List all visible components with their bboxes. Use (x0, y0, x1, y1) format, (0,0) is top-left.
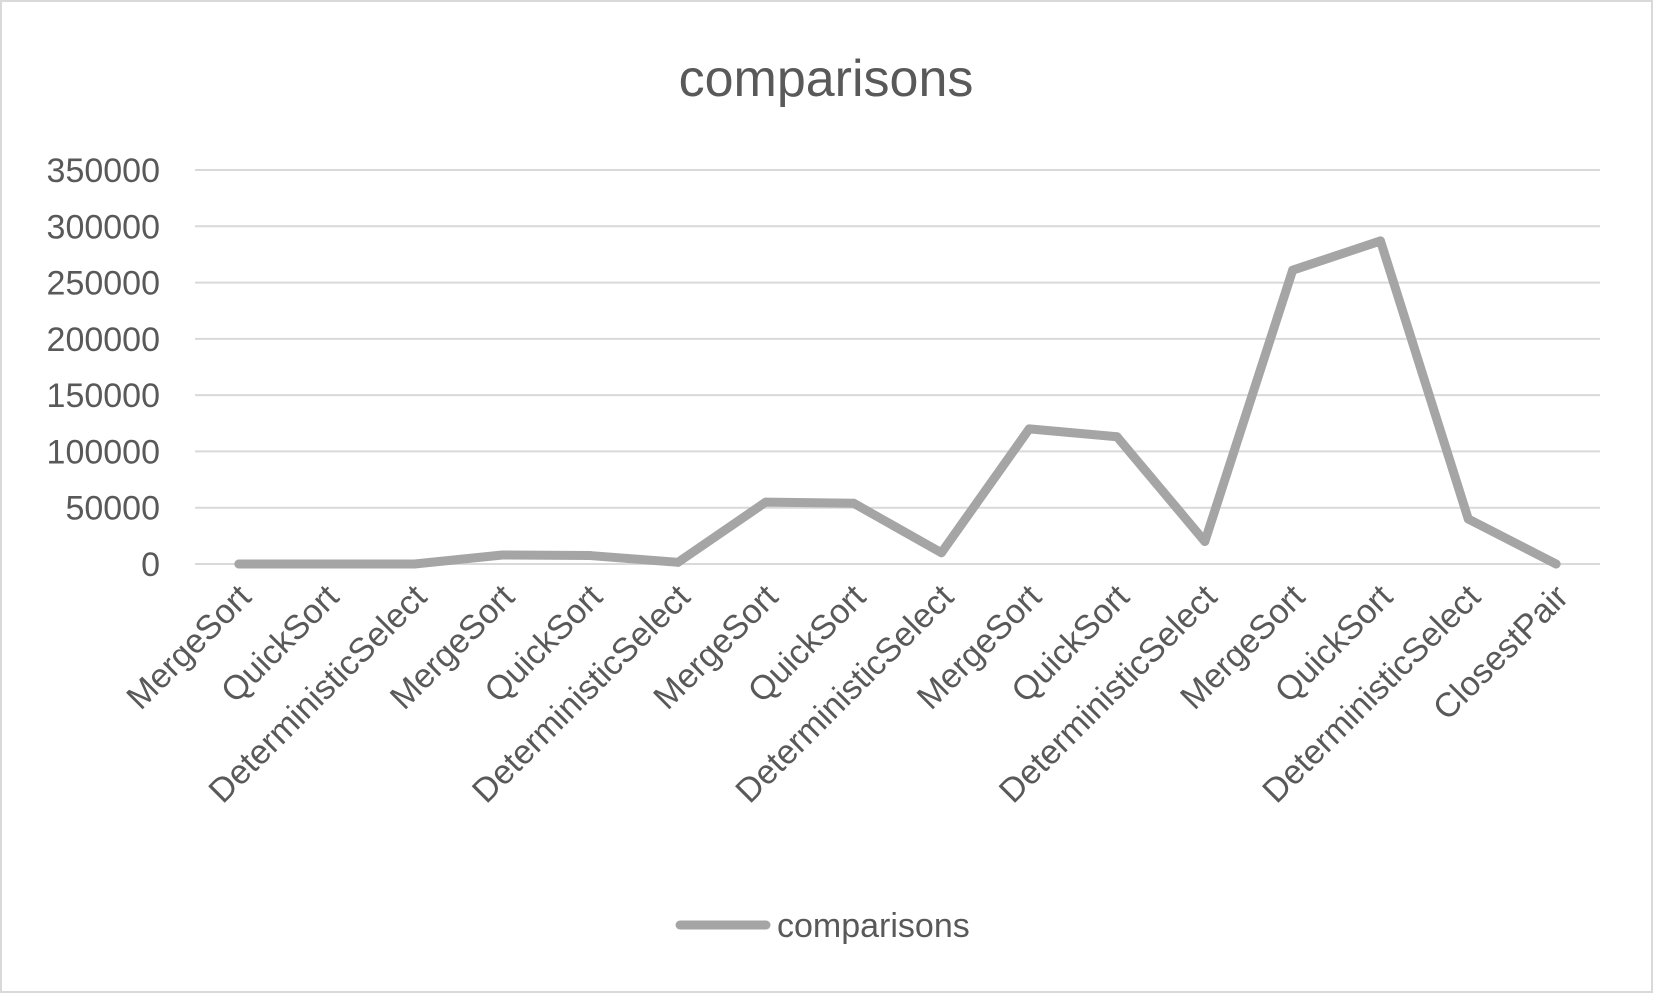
y-tick-label: 150000 (47, 377, 160, 415)
data-point (497, 550, 507, 560)
data-point (585, 551, 595, 561)
y-tick-label: 200000 (47, 321, 160, 359)
series-line (234, 236, 1561, 569)
gridlines (195, 169, 1600, 565)
y-tick-label: 100000 (47, 433, 160, 471)
data-point (234, 559, 244, 569)
data-point (1112, 432, 1122, 442)
data-point (1551, 559, 1561, 569)
data-point (673, 557, 683, 567)
legend-label: comparisons (777, 907, 970, 945)
data-point (410, 559, 420, 569)
y-tick-label: 250000 (47, 265, 160, 303)
y-tick-label: 300000 (47, 208, 160, 246)
data-point (1463, 514, 1473, 524)
chart-title: comparisons (679, 50, 974, 108)
y-axis-ticks: 0 50000 100000 150000 200000 250000 300000 3500… (47, 152, 160, 584)
data-point (1375, 236, 1385, 246)
data-point (1024, 424, 1034, 434)
data-point (849, 498, 859, 508)
x-axis-labels: MergeSortQuickSortDeterministicSelectMer… (119, 577, 1575, 810)
y-tick-label: 50000 (65, 490, 160, 528)
data-point (761, 497, 771, 507)
data-point (1200, 536, 1210, 546)
data-point (1288, 265, 1298, 275)
legend: comparisons (675, 907, 970, 945)
y-tick-label: 350000 (47, 152, 160, 190)
y-tick-label: 0 (141, 546, 160, 584)
series-layer (234, 236, 1561, 569)
data-point (936, 548, 946, 558)
data-point (322, 559, 332, 569)
